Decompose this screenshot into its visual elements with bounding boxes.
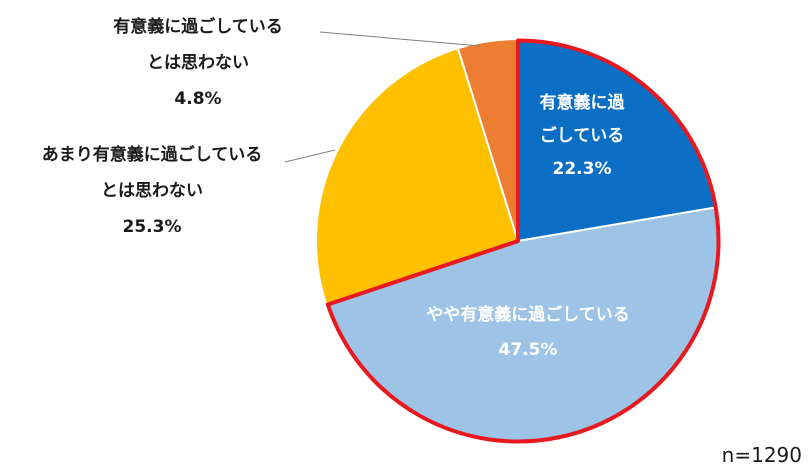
sample-size-label: n=1290 [721, 443, 802, 467]
slice-amari [315, 46, 520, 307]
highlight-outline-path [325, 38, 721, 444]
leader-lines [284, 31, 481, 163]
slice-yuuigi-label: 有意義に過 [540, 92, 626, 113]
slice-labels: 有意義に過ごしている22.3%やや有意義に過ごしている47.5%あまり有意義に過… [42, 16, 630, 360]
slice-yaya-yuuigi-value-label: 47.5% [499, 340, 558, 360]
slice-yuuigi-value-label: 22.3% [553, 159, 612, 179]
slice-not-yuuigi-label: とは思わない [147, 53, 249, 73]
leader-line-not-yuuigi [319, 31, 481, 47]
leader-line-amari [284, 149, 336, 163]
slice-not-yuuigi-value-label: 4.8% [174, 89, 221, 109]
highlight-outline [325, 38, 721, 444]
slice-amari-value-label: 25.3% [123, 217, 182, 237]
slice-yaya-yuuigi-label: やや有意義に過ごしている [426, 304, 630, 325]
slices-layer [315, 37, 721, 444]
slice-amari-label: あまり有意義に過ごしている [42, 144, 263, 165]
slice-yuuigi-label: ごしている [540, 125, 625, 146]
slice-amari-label: とは思わない [101, 181, 203, 201]
slice-not-yuuigi-label: 有意義に過ごしている [113, 16, 283, 37]
